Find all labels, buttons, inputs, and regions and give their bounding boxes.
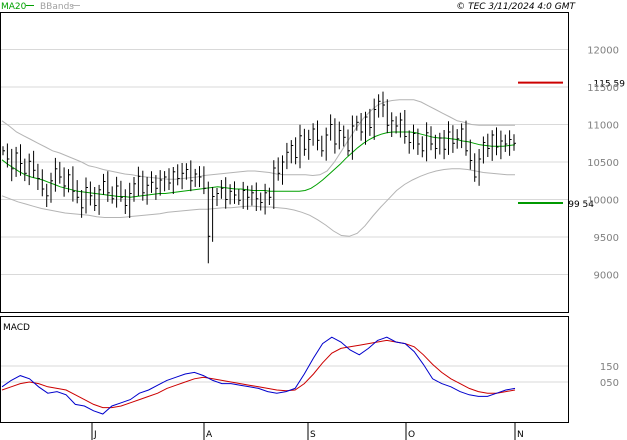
macd-lines xyxy=(1,336,516,415)
macd-line xyxy=(1,336,516,415)
macd-gridlines xyxy=(1,365,568,383)
macd-y-tick-label: 050 xyxy=(600,378,619,389)
price-y-axis: 12000 11500 11000 10500 10000 9500 9000 xyxy=(587,46,619,282)
price-y-tick-label: 11000 xyxy=(587,121,619,132)
price-y-tick-label: 10500 xyxy=(587,158,619,169)
price-gridlines xyxy=(1,49,568,275)
price-y-tick-label: 10000 xyxy=(587,196,619,207)
macd-panel-title: MACD xyxy=(3,323,30,333)
price-y-tick-label: 9000 xyxy=(594,271,619,282)
ma20-line xyxy=(1,131,516,198)
support-resistance-levels: 115 59 99 54 xyxy=(518,80,625,210)
x-axis-tick-label: A xyxy=(206,430,213,440)
x-axis-tick-label: O xyxy=(408,430,415,440)
support-label: 99 54 xyxy=(568,200,594,210)
ma20-line xyxy=(1,131,516,198)
ohlc-bars xyxy=(2,91,516,264)
copyright-text: © TEC 3/11/2024 4:0 GMT xyxy=(456,2,576,12)
price-y-tick-label: 12000 xyxy=(587,46,619,57)
bb-lower-band xyxy=(1,168,515,237)
macd-signal-line xyxy=(1,339,516,409)
price-y-tick-label: 11500 xyxy=(587,83,619,94)
macd-y-tick-label: 150 xyxy=(600,362,619,373)
x-axis-tick-label: S xyxy=(310,430,316,440)
resistance-label: 115 59 xyxy=(594,80,626,90)
x-axis-tick-label: N xyxy=(517,430,524,440)
x-axis-tick-label: J xyxy=(93,430,97,440)
price-y-tick-label: 9500 xyxy=(594,233,619,244)
bollinger-bands xyxy=(1,99,515,237)
bb-upper-band xyxy=(1,99,515,180)
legend-ma20: MA20 xyxy=(1,2,27,12)
legend-bbands: BBands xyxy=(40,2,74,12)
